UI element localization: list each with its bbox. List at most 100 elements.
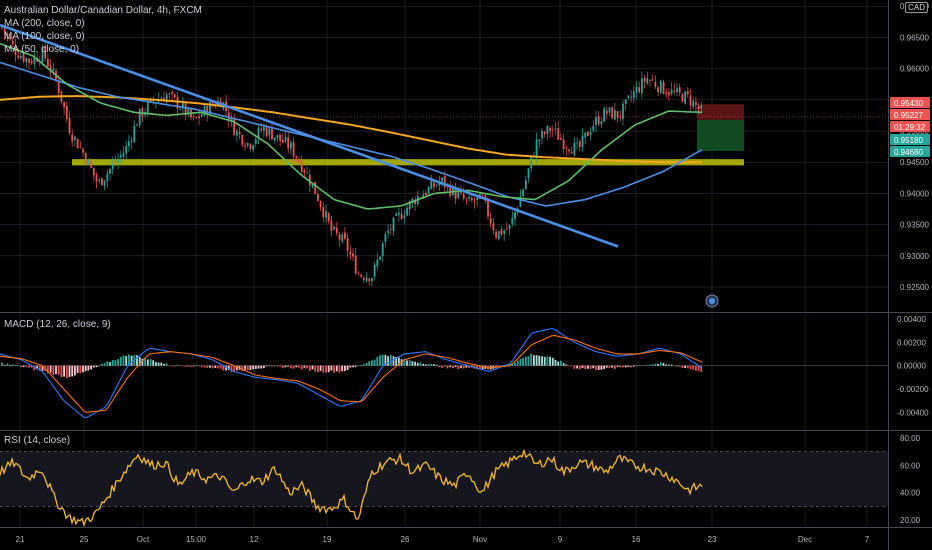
macd-histogram-bar <box>271 365 273 367</box>
candle-body <box>433 182 435 187</box>
macd-histogram-bar <box>155 362 157 366</box>
macd-histogram-bar <box>500 365 503 367</box>
macd-histogram-bar <box>387 356 389 366</box>
candle-body <box>624 99 627 104</box>
candle-body <box>514 212 516 220</box>
gridlines <box>0 0 888 527</box>
macd-histogram-bar <box>584 365 587 369</box>
price-tag-label: 0.95227 <box>894 111 923 120</box>
macd-histogram-bar <box>82 365 84 373</box>
candle-body <box>335 227 338 234</box>
macd-histogram-bar <box>63 365 65 377</box>
candle-body <box>109 169 111 174</box>
candle-body <box>184 102 187 116</box>
candle-body <box>95 174 98 182</box>
rsi-tick-label: 60.00 <box>900 461 921 470</box>
macd-histogram-bar <box>241 365 244 372</box>
candle-body <box>638 87 641 92</box>
macd-histogram-bar <box>163 363 165 366</box>
candle-body <box>543 132 546 135</box>
macd-histogram-bar <box>308 365 311 371</box>
candle-body <box>646 78 649 84</box>
macd-histogram-bar <box>695 365 697 371</box>
signal-line <box>0 335 703 413</box>
candle-body <box>111 163 114 170</box>
macd-histogram-bar <box>430 363 433 366</box>
macd-histogram-bar <box>214 365 217 368</box>
candle-body <box>400 213 403 220</box>
time-tick-label: 23 <box>708 535 717 544</box>
legend-rsi[interactable]: RSI (14, close) <box>4 435 71 446</box>
legend-ma100[interactable]: MA (100, close, 0) <box>4 31 85 42</box>
macd-histogram-bar <box>95 365 98 368</box>
currency-badge[interactable]: CAD <box>905 2 928 13</box>
macd-histogram-bar <box>300 365 303 370</box>
candle-body <box>654 81 657 87</box>
candle-body <box>492 223 495 231</box>
rsi-tick-label: 20.00 <box>900 516 921 525</box>
take-profit-area <box>697 119 744 152</box>
candle-body <box>47 59 49 67</box>
candle-body <box>389 229 392 230</box>
candle-body <box>57 80 60 93</box>
candle-body <box>441 177 443 182</box>
candle-body <box>462 193 465 199</box>
candle-body <box>371 278 373 282</box>
macd-histogram-bar <box>616 365 619 367</box>
legend-ma50[interactable]: MA (50, close, 0) <box>4 44 80 55</box>
macd-histogram-bar <box>681 365 684 369</box>
candle-body <box>527 168 530 179</box>
macd-histogram-bar <box>119 356 122 366</box>
macd-histogram-bar <box>246 365 249 371</box>
macd-histogram-bar <box>74 365 76 376</box>
candle-body <box>592 125 595 131</box>
time-tick-label: 26 <box>401 535 410 544</box>
legend-ma200[interactable]: MA (200, close, 0) <box>4 18 85 29</box>
candle-body <box>565 147 568 149</box>
macd-histogram-bar <box>254 365 257 369</box>
candle-body <box>92 167 95 176</box>
price-tag-label: 0.94680 <box>894 148 923 157</box>
candle-body <box>22 54 25 62</box>
candle-body <box>568 149 570 152</box>
price-axis[interactable]: 0.925000.930000.935000.940000.945000.950… <box>897 2 929 525</box>
candle-body <box>578 141 581 147</box>
macd-histogram-bar <box>65 365 68 378</box>
time-tick-label: 7 <box>865 535 870 544</box>
candle-body <box>287 137 290 148</box>
candle-body <box>500 229 503 235</box>
candle-body <box>171 92 173 94</box>
macd-histogram-bar <box>535 355 538 366</box>
trendline[interactable] <box>0 23 719 308</box>
descending-trendline <box>0 23 619 248</box>
candle-body <box>206 106 209 115</box>
macd-histogram-bar <box>392 356 395 366</box>
candle-body <box>443 176 446 188</box>
candle-body <box>200 114 203 117</box>
macd-histogram-bar <box>165 363 168 366</box>
legend-macd[interactable]: MACD (12, 26, close, 9) <box>4 319 111 330</box>
macd-histogram-bar <box>389 355 392 366</box>
candle-body <box>362 277 365 280</box>
time-axis[interactable]: 21 25 Oct 15:00 12 19 26 Nov 9 16 23 Dec 7 <box>16 535 870 544</box>
price-tag-label: 01:29:32 <box>894 123 926 132</box>
macd-histogram-bar <box>678 365 681 367</box>
macd-histogram-bar <box>495 365 497 367</box>
candle-body <box>203 105 206 115</box>
rsi-tick-label: 40.00 <box>900 489 921 498</box>
candle-body <box>136 125 138 126</box>
macd-histogram-bar <box>130 355 133 366</box>
macd-histogram-bar <box>319 365 322 371</box>
candle-body <box>303 170 306 173</box>
macd-histogram-bar <box>646 365 649 366</box>
macd-histogram-bar <box>122 355 125 366</box>
candle-body <box>114 162 117 164</box>
macd-histogram-bar <box>273 365 276 367</box>
candle-body <box>146 101 149 114</box>
price-tag-label: 0.95430 <box>894 99 923 108</box>
position-tool[interactable] <box>0 104 888 152</box>
candle-body <box>668 92 670 96</box>
macd-histogram-bar <box>128 354 130 366</box>
candle-body <box>25 58 28 63</box>
